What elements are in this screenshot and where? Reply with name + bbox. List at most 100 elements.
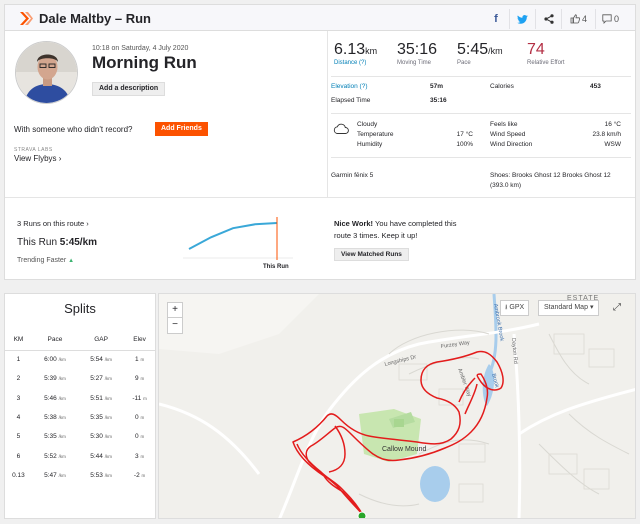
split-km: 3 [16,394,21,402]
split-km: 2 [16,375,21,383]
split-elev: 0 m [124,427,155,446]
device-name: Garmin fēnix 5 [331,172,374,179]
splits-row: 6 5:52 /km 5:44 /km 3 m [5,446,155,465]
shoes-distance: (393.0 km) [490,182,522,189]
relative-effort-value: 74 [527,41,545,58]
wind-direction-value: WSW [604,141,621,148]
humidity-value: 100% [456,141,473,148]
share-button[interactable] [535,9,561,29]
route-line [292,350,504,517]
split-gap: 5:44 /km [78,446,124,465]
zoom-control: + − [167,302,183,334]
caret-down-icon: ▾ [589,304,594,311]
expand-icon[interactable]: ⤢ [613,302,621,313]
relative-effort-stat[interactable]: 74 Relative Effort [527,41,565,66]
comment-icon [602,14,612,24]
split-gap-value: 5:54 [90,356,103,364]
pace-stat: 5:45/km Pace [457,41,503,66]
elev-unit: m [141,472,146,478]
thumbs-up-icon [570,14,580,24]
map-canvas[interactable]: ESTATE Furzey Way Longships Dr Ambrook B… [159,294,636,519]
triangle-up-icon: ▲ [68,258,75,264]
map-type-select[interactable]: Standard Map ▾ [538,300,600,316]
elev-unit: m [140,376,145,382]
start-marker [357,511,367,518]
view-matched-runs-button[interactable]: View Matched Runs [334,248,409,261]
comment-button[interactable]: 0 [595,9,625,29]
divider [331,113,631,114]
elevation-label[interactable]: Elevation (?) [331,83,368,90]
weather-condition: Cloudy [357,121,378,128]
wind-direction-label: Wind Direction [490,141,533,148]
pace-unit: /km [58,395,66,401]
split-elev-value: 3 [135,452,139,460]
split-elev: -2 m [124,466,155,485]
this-run-pace: This Run 5:45/km [17,237,97,248]
split-gap-value: 5:30 [90,433,103,441]
add-friends-button[interactable]: Add Friends [155,122,208,136]
view-flybys-link[interactable]: View Flybys › [14,154,61,163]
split-pace: 5:46 /km [32,389,78,408]
split-gap: 5:30 /km [78,427,124,446]
split-pace-value: 5:52 [44,452,57,460]
split-km: 5 [16,433,21,441]
twitter-icon [517,14,528,24]
map-type-label: Standard Map [544,304,588,311]
pace-unit: /km [104,472,112,478]
facebook-share-button[interactable]: f [483,9,509,29]
zoom-in-button[interactable]: + [168,303,182,318]
activity-header: Dale Maltby – Run f 4 0 [4,4,636,31]
pace-unit: /km [58,415,66,421]
humidity-label: Humidity [357,141,383,148]
gpx-label: GPX [509,304,525,311]
this-run-pace-value: 5:45/km [59,237,98,248]
activity-title: Morning Run [92,53,197,72]
distance-label[interactable]: Distance (?) [334,60,367,66]
relative-effort-label: Relative Effort [527,60,565,66]
split-pace-value: 5:39 [44,375,57,383]
labs-label: STRAVA LABS [14,147,53,153]
chevron-right-icon: › [86,219,89,228]
feels-like-label: Feels like [490,121,518,128]
twitter-share-button[interactable] [509,9,535,29]
split-gap: 5:53 /km [78,466,124,485]
nice-work-message: Nice Work! You have completed this route… [334,218,474,242]
splits-table: KM Pace GAP Elev 1 6:00 /km 5:54 /km 1 m 2 5:… [5,330,155,485]
add-description-button[interactable]: Add a description [92,82,166,96]
pace-unit: /km [58,357,66,363]
comment-count: 0 [613,14,619,24]
split-gap-value: 5:35 [90,414,103,422]
nice-work-text: You have completed this route 3 times. K… [334,219,457,240]
split-pace-value: 5:46 [44,394,57,402]
temperature-value: 17 °C [456,131,473,138]
this-run-marker-label: This Run [263,264,289,270]
trend-line [188,222,278,250]
splits-row: 1 6:00 /km 5:54 /km 1 m [5,350,155,369]
map-label-callow: Callow Mound [382,446,426,453]
distance-value: 6.13 [334,41,366,58]
split-elev: 3 m [124,446,155,465]
activity-date: 10:18 on Saturday, 4 July 2020 [92,45,189,52]
splits-header-gap: GAP [78,330,125,351]
runs-on-route-link[interactable]: 3 Runs on this route › [17,219,89,228]
split-elev: 9 m [124,369,155,388]
distance-unit: km [365,46,378,56]
route-map[interactable]: ESTATE Furzey Way Longships Dr Ambrook B… [158,293,636,519]
wind-speed-label: Wind Speed [490,131,526,138]
divider [331,157,631,158]
splits-row: 5 5:35 /km 5:30 /km 0 m [5,427,155,446]
nice-work-title: Nice Work! [334,219,374,228]
pace-unit: /km [104,415,112,421]
kudos-count: 4 [581,14,587,24]
export-gpx-button[interactable]: ⭳ GPX [500,300,530,316]
pace-unit: /km [104,376,112,382]
splits-row: 2 5:39 /km 5:27 /km 9 m [5,369,155,388]
kudos-button[interactable]: 4 [561,9,595,29]
split-pace-value: 5:47 [44,471,57,479]
avatar[interactable] [15,41,78,104]
view-flybys-label: View Flybys [14,154,57,163]
elevation-value: 57m [430,83,444,90]
map-label-dayton: Dayton Rd [510,338,518,364]
activity-summary: 10:18 on Saturday, 4 July 2020 Morning R… [4,31,636,280]
zoom-out-button[interactable]: − [172,319,178,330]
